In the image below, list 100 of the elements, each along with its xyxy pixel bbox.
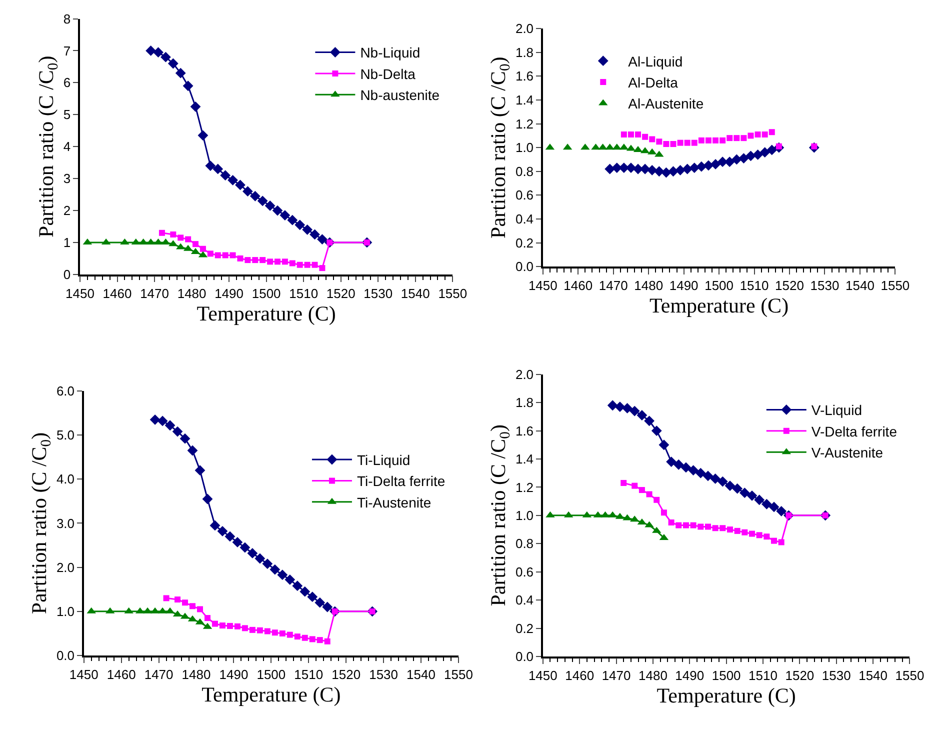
point [632,482,638,489]
point [738,153,749,164]
x-tick-label: 1510 [748,668,778,683]
point [309,636,316,642]
legend-label: V-Austenite [811,444,884,461]
x-tick-label: 1490 [669,278,698,293]
point [282,258,288,265]
point [752,150,763,160]
point [256,627,263,634]
point [690,522,696,528]
point [698,524,704,530]
x-tick-label: 1480 [638,668,668,683]
x-tick-label: 1450 [69,666,98,682]
y-tick-label: 8 [63,11,71,26]
point [317,234,328,244]
point [689,162,700,173]
y-tick-label: 1.2 [515,116,534,132]
y-tick-label: 4 [63,139,71,154]
point [695,468,706,478]
point [190,101,201,112]
y-tick-label: 0.4 [515,592,534,608]
point [628,131,634,138]
point [220,170,231,181]
point [174,596,181,603]
y-tick-label: 7 [63,43,71,58]
point [312,262,318,268]
point [675,164,686,176]
x-tick-label: 1540 [858,668,888,683]
point [712,137,719,144]
point [198,130,208,141]
y-tick-label: 0.8 [515,164,534,179]
point [717,476,728,487]
x-tick-label: 1530 [364,286,393,301]
x-tick-label: 1530 [822,668,851,683]
x-tick-label: 1500 [252,286,281,301]
y-tick-label: 5 [63,107,71,122]
x-tick-label: 1470 [598,278,628,293]
point [319,265,326,272]
y-tick-label: 0.6 [515,564,534,580]
point [164,420,176,431]
point [712,525,718,532]
point [302,634,308,641]
point [654,496,660,503]
point [620,480,627,486]
x-tick-label: 1550 [444,666,473,682]
point [249,626,256,633]
point [698,137,704,144]
point [720,137,726,144]
x-tick-label: 1530 [810,278,840,293]
point [748,132,754,139]
point [242,186,253,197]
point [163,595,170,602]
y-tick-label: 2.0 [515,366,534,382]
x-tick-label: 1480 [634,278,664,293]
point [234,623,240,630]
point [742,529,748,536]
point [316,637,323,644]
point [267,258,274,265]
point [322,602,333,612]
y-tick-label: 6.0 [56,384,75,399]
point [324,638,330,644]
point [710,159,721,170]
x-tick-label: 1480 [177,286,206,301]
x-tick-label: 1510 [740,278,769,293]
point [150,414,160,425]
point [210,520,220,531]
point [235,180,246,190]
x-tick-label: 1470 [140,286,169,301]
point [158,230,165,236]
y-tick-label: 2 [63,203,71,218]
point [146,46,156,56]
x-tick-label: 1450 [528,278,558,293]
point [178,234,184,241]
point [228,174,238,186]
point [230,252,236,258]
x-tick-label: 1450 [66,286,94,301]
point [254,553,266,564]
y-tick-label: 2.0 [56,560,75,575]
legend-label: Nb-Liquid [360,44,420,61]
point [264,200,276,211]
y-tick-label: 1.4 [515,452,534,467]
point [734,528,740,534]
point [200,246,206,252]
point [294,220,306,230]
point [296,262,303,268]
point [760,147,770,158]
point [776,506,787,516]
point [771,538,778,544]
legend-label: Ti-Delta ferrite [356,473,446,490]
point [257,196,268,206]
point [680,462,692,473]
point [170,231,176,238]
point [720,525,726,532]
point [237,255,244,262]
point [666,456,676,468]
y-tick-label: 0.0 [56,648,75,664]
point [668,519,674,526]
point [240,542,250,553]
x-tick-label: 1530 [369,666,398,682]
point [294,634,300,640]
